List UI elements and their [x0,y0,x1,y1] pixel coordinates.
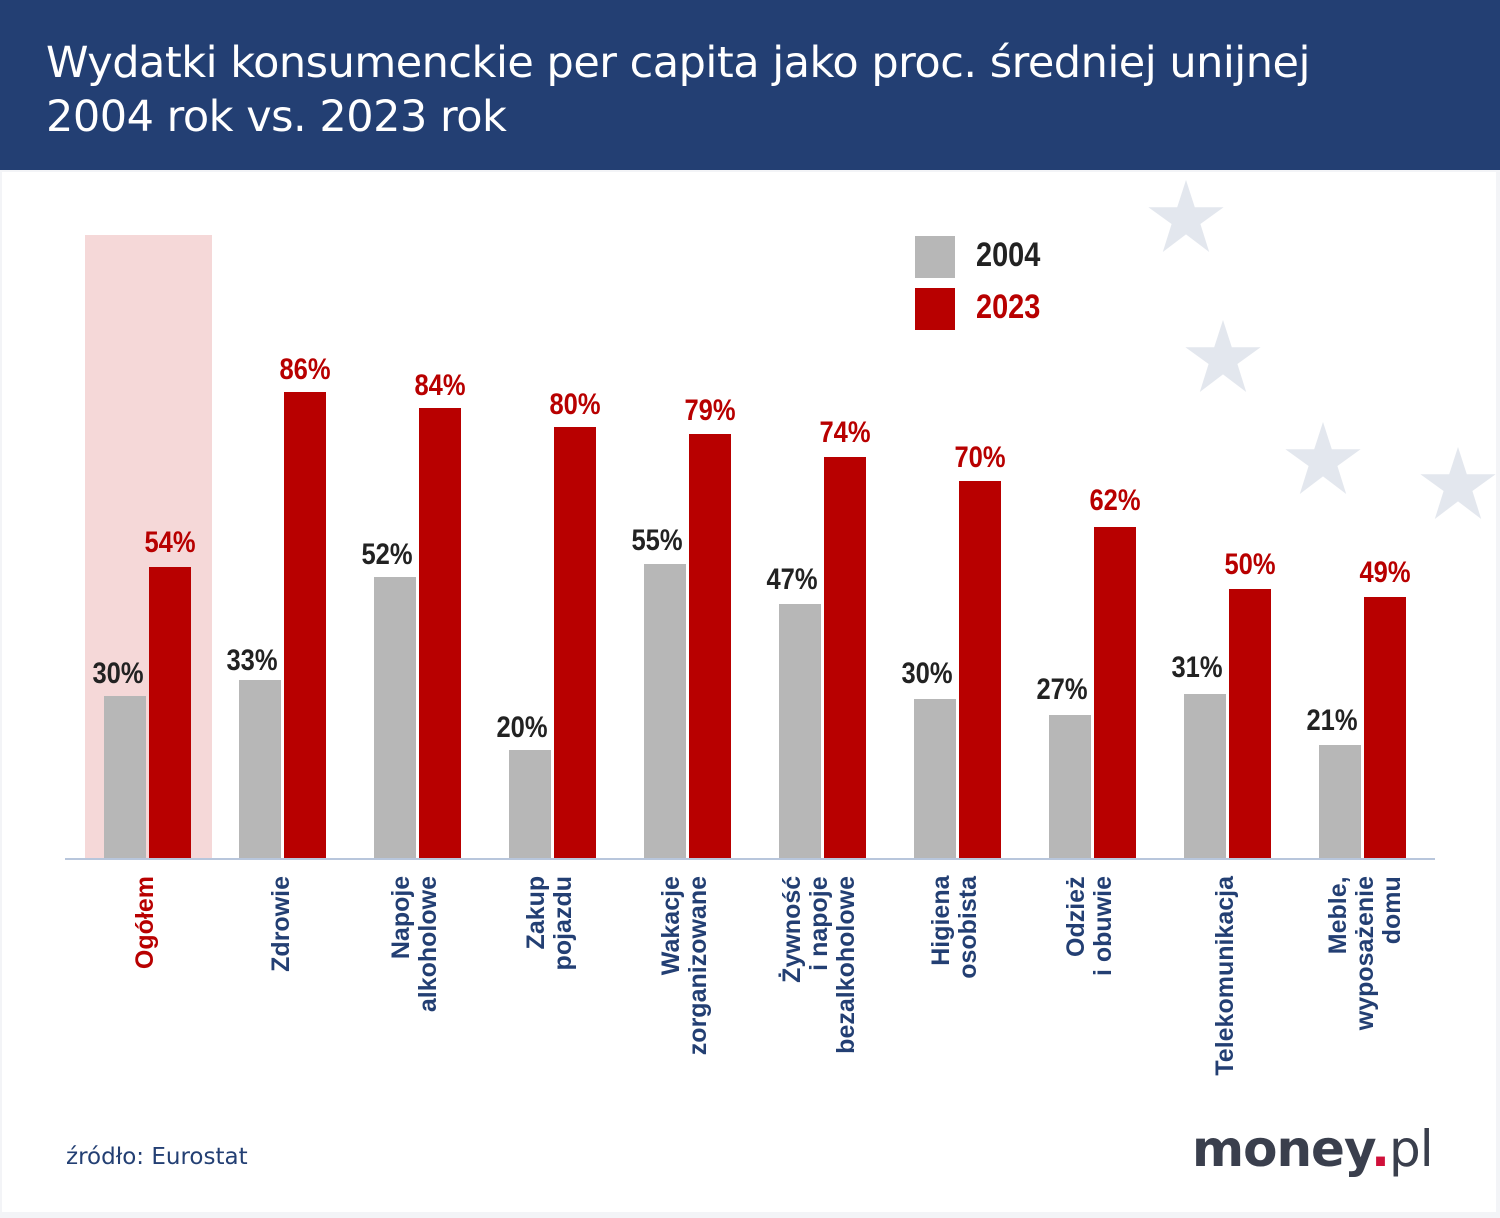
bar-2023 [149,567,191,858]
bar-2004 [1319,745,1361,858]
bar-2023 [1094,527,1136,858]
bar-2023 [419,408,461,858]
source-note: źródło: Eurostat [66,1144,248,1170]
value-label-2023: 62% [1089,484,1141,517]
value-label-2004: 27% [1036,673,1088,706]
chart-panel [2,172,1496,1212]
category-label-zywnosc: Żywność i napoje bezalkoholowe [778,876,860,1054]
bar-2004 [1049,715,1091,858]
logo-main: money [1192,1120,1372,1178]
value-label-2023: 54% [144,526,196,559]
bar-2023 [554,427,596,858]
legend-label-2023: 2023 [976,288,1041,326]
category-label-ogolem: Ogółem [131,876,159,970]
value-label-2004: 20% [496,711,548,744]
value-label-2004: 55% [631,524,683,557]
bar-2023 [959,481,1001,858]
value-label-2023: 80% [549,388,601,421]
bar-2004 [374,577,416,858]
value-label-2023: 49% [1359,556,1411,589]
legend-swatch-2004 [915,236,955,278]
x-axis-line [65,858,1435,860]
title-line-1: Wydatki konsumenckie per capita jako pro… [46,38,1310,88]
star-icon [1185,320,1261,392]
value-label-2004: 30% [92,657,144,690]
bar-2004 [104,696,146,858]
bar-2023 [689,434,731,858]
category-label-wakacje: Wakacje zorganizowane [657,876,712,1056]
bar-2004 [509,750,551,858]
logo-tld: pl [1388,1120,1434,1178]
category-label-odziez: Odzież i obuwie [1062,876,1117,976]
value-label-2023: 84% [414,369,466,402]
category-label-zdrowie: Zdrowie [267,876,295,972]
value-label-2004: 33% [226,644,278,677]
bar-2004 [1184,694,1226,858]
value-label-2023: 50% [1224,548,1276,581]
bar-2023 [824,457,866,858]
bar-2023 [284,392,326,858]
bar-2004 [239,680,281,858]
category-label-higiena: Higiena osobista [927,876,982,979]
category-label-napoje-alkoholowe: Napoje alkoholowe [387,876,442,1013]
legend-label-2004: 2004 [976,236,1041,274]
value-label-2023: 70% [954,441,1006,474]
value-label-2004: 30% [901,657,953,690]
star-icon [1285,422,1361,494]
logo-dot: . [1370,1120,1390,1178]
category-label-zakup-pojazdu: Zakup pojazdu [522,876,577,971]
legend-swatch-2023 [915,288,955,330]
title-line-2: 2004 rok vs. 2023 rok [46,92,507,142]
value-label-2023: 74% [819,416,871,449]
bar-2004 [644,564,686,858]
value-label-2004: 21% [1306,704,1358,737]
category-label-meble: Meble, wyposażenie domu [1324,876,1406,1031]
value-label-2023: 86% [279,353,331,386]
header-banner: Wydatki konsumenckie per capita jako pro… [0,0,1500,170]
star-icon [1148,180,1224,252]
value-label-2004: 31% [1171,651,1223,684]
bar-2004 [914,699,956,858]
money-pl-logo: money.pl [1192,1120,1434,1178]
value-label-2023: 79% [684,394,736,427]
chart-title: Wydatki konsumenckie per capita jako pro… [46,36,1310,144]
category-label-telekomunikacja: Telekomunikacja [1211,876,1239,1076]
bar-2023 [1229,589,1271,858]
star-icon [1420,447,1496,519]
value-label-2004: 47% [766,563,818,596]
value-label-2004: 52% [361,538,413,571]
bar-2004 [779,604,821,858]
bar-2023 [1364,597,1406,858]
